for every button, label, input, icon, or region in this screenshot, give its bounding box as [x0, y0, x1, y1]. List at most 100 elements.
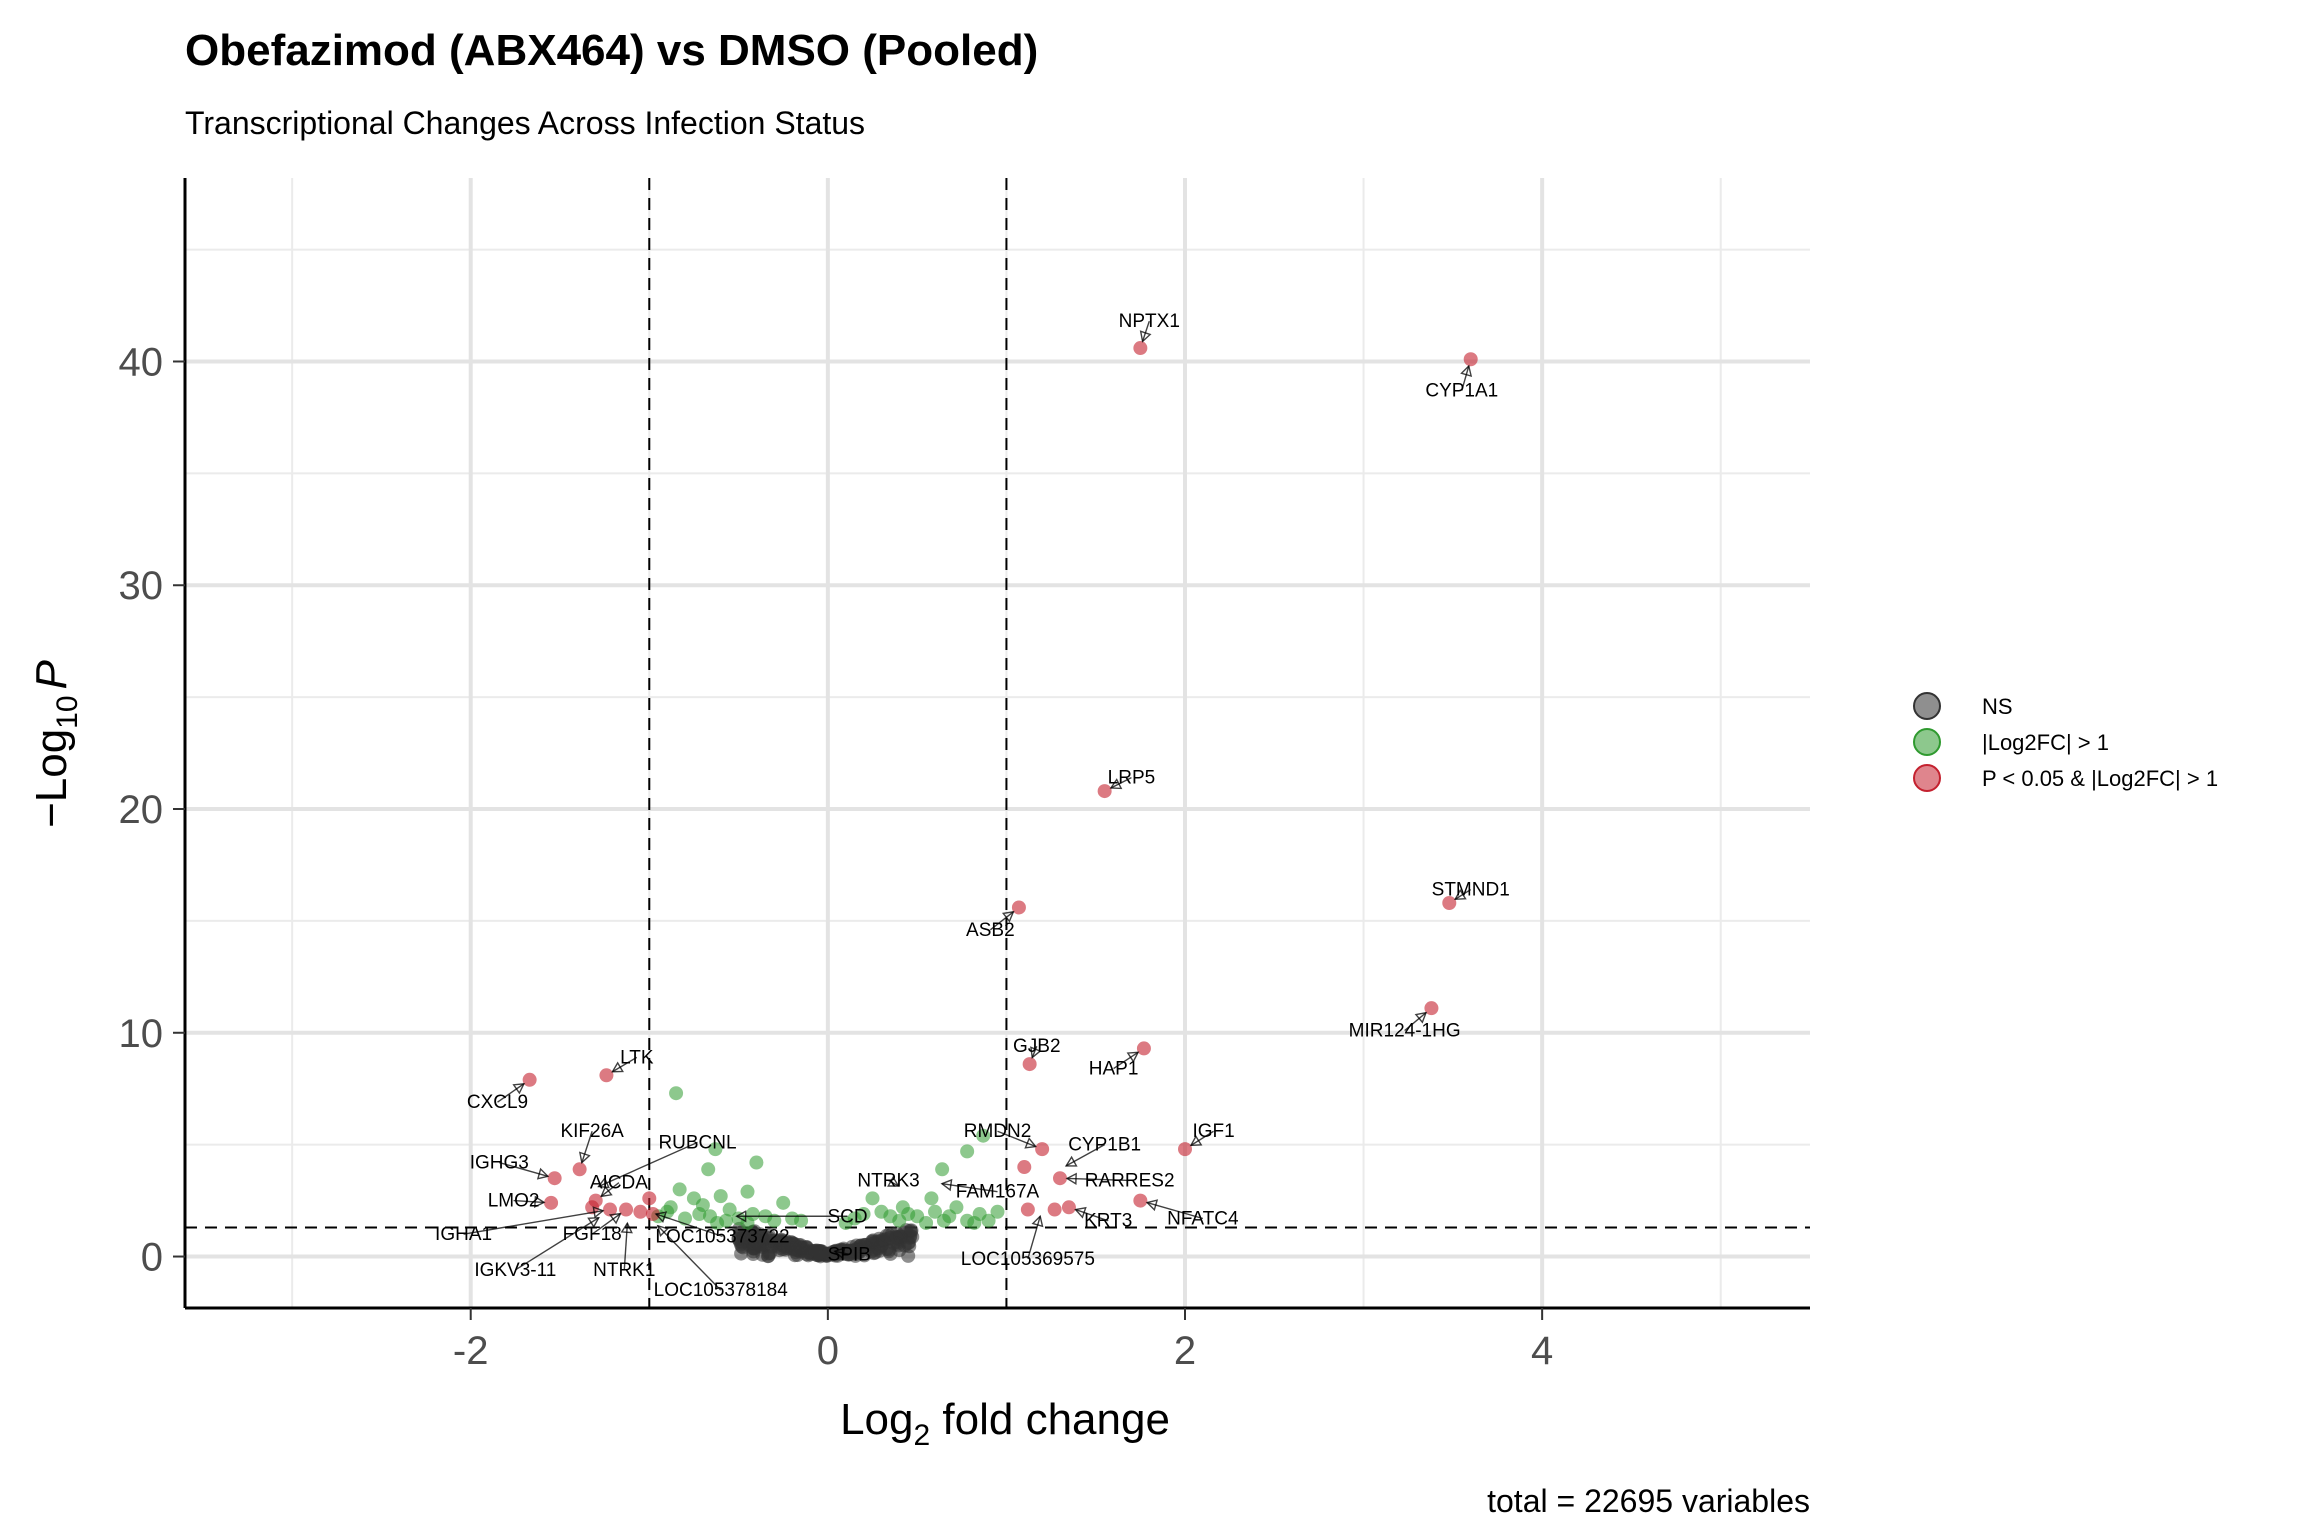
ns-point: [904, 1223, 919, 1238]
gene-label: IGHG3: [470, 1153, 529, 1174]
significant-point: [547, 1171, 562, 1186]
connector-line: [1065, 1144, 1105, 1167]
connector-arrowhead: [611, 1061, 624, 1073]
label-connectors: [463, 320, 1473, 1291]
fc-point: [719, 1213, 734, 1228]
y-tick-label: 30: [119, 564, 164, 608]
gene-label: AICDA: [590, 1173, 648, 1194]
connector-arrowhead: [597, 1176, 610, 1189]
fc-point: [669, 1086, 684, 1101]
legend-swatch: [1913, 764, 1941, 792]
gene-label: LTK: [620, 1047, 654, 1068]
significant-point: [1020, 1202, 1035, 1217]
gene-label: LOC105378184: [654, 1280, 789, 1301]
fc-point: [865, 1191, 880, 1206]
legend-label: P < 0.05 & |Log2FC| > 1: [1982, 766, 2218, 791]
gene-label: LMO2: [488, 1191, 540, 1212]
connector-arrowhead: [887, 1175, 900, 1187]
fc-point: [672, 1182, 687, 1197]
gene-label: RUBCNL: [658, 1132, 736, 1153]
fc-point: [901, 1207, 916, 1222]
x-tick-label: 4: [1531, 1329, 1553, 1373]
fc-point: [776, 1195, 791, 1210]
ns-point: [755, 1247, 770, 1262]
gene-label: NTRK3: [857, 1170, 919, 1191]
connector-arrowhead: [735, 1210, 747, 1223]
gene-label: FAM167A: [956, 1182, 1040, 1203]
fc-point: [722, 1202, 737, 1217]
connector-arrowhead: [1453, 888, 1467, 901]
ns-point: [876, 1232, 891, 1247]
connector-arrowhead: [608, 1212, 622, 1225]
connector-line: [834, 1250, 850, 1255]
connector-line: [655, 1213, 723, 1238]
gene-label: STMND1: [1432, 880, 1510, 901]
fc-point: [935, 1162, 950, 1177]
gene-label: GJB2: [1013, 1036, 1061, 1057]
significant-point: [599, 1068, 614, 1083]
fc-point: [874, 1204, 889, 1219]
ns-point: [754, 1237, 769, 1252]
gene-label: KRT3: [1084, 1211, 1132, 1232]
ns-point: [901, 1236, 916, 1251]
connector-arrowhead: [1414, 1011, 1428, 1024]
connector-arrowhead: [1065, 1172, 1077, 1185]
connector-line: [513, 1199, 545, 1204]
significant-point: [645, 1207, 660, 1222]
x-tick-label: 2: [1174, 1329, 1196, 1373]
connector-line: [623, 1223, 629, 1271]
fc-point: [749, 1155, 764, 1170]
connector-line: [600, 1182, 620, 1197]
connector-arrowhead: [1189, 1135, 1203, 1147]
significant-point: [1424, 1001, 1439, 1016]
connector-arrowhead: [1064, 1155, 1078, 1167]
y-tick-label: 0: [141, 1236, 163, 1280]
connector-arrowhead: [1460, 364, 1473, 378]
y-tick-label: 40: [119, 340, 164, 384]
caption: total = 22695 variables: [1487, 1483, 1810, 1519]
grid-lines: [185, 178, 1810, 1308]
fc-point: [692, 1207, 707, 1222]
connector-line: [463, 1210, 604, 1235]
connector-arrowhead: [656, 1224, 669, 1237]
connector-arrowhead: [1139, 330, 1152, 343]
significant-point: [1061, 1200, 1076, 1215]
legend-swatch: [1913, 728, 1941, 756]
connector-arrowhead: [1031, 1214, 1044, 1228]
gene-label: MIR124-1HG: [1349, 1021, 1461, 1042]
gene-label: IGHA1: [435, 1224, 492, 1245]
connector-arrowhead: [1030, 1046, 1042, 1059]
connector-arrowhead: [833, 1247, 846, 1260]
connector-line: [1141, 320, 1150, 342]
fc-point: [928, 1204, 942, 1219]
ns-point: [851, 1243, 866, 1258]
gene-label: SPIB: [828, 1244, 871, 1265]
ns-point: [901, 1248, 916, 1263]
ns-points: [731, 1221, 920, 1264]
connector-line: [997, 1130, 1036, 1148]
connector-line: [989, 911, 1014, 931]
gene-label: LOC105369575: [961, 1249, 1095, 1270]
significant-point: [522, 1072, 537, 1087]
significant-point: [633, 1204, 648, 1219]
connector-arrowhead: [1145, 1199, 1159, 1212]
significant-point: [585, 1200, 600, 1215]
significant-point: [619, 1202, 634, 1217]
fc-point: [794, 1213, 809, 1228]
connector-arrowhead: [1001, 910, 1015, 923]
connector-arrowhead: [534, 1195, 546, 1209]
connector-line: [1113, 1051, 1139, 1070]
connector-arrowhead: [654, 1211, 668, 1223]
gene-label: LRP5: [1108, 768, 1156, 789]
gene-label: NPTX1: [1119, 311, 1180, 332]
fc-point: [686, 1191, 701, 1206]
gene-label: LOC105373722: [655, 1226, 789, 1247]
legend-label: NS: [1982, 694, 2013, 719]
x-tick-label: 0: [817, 1329, 839, 1373]
fc-point: [713, 1189, 728, 1204]
connector-line: [1190, 1130, 1214, 1147]
legend-swatch: [1913, 692, 1941, 720]
connector-line: [591, 1213, 621, 1235]
gene-label: NFATC4: [1167, 1208, 1239, 1229]
